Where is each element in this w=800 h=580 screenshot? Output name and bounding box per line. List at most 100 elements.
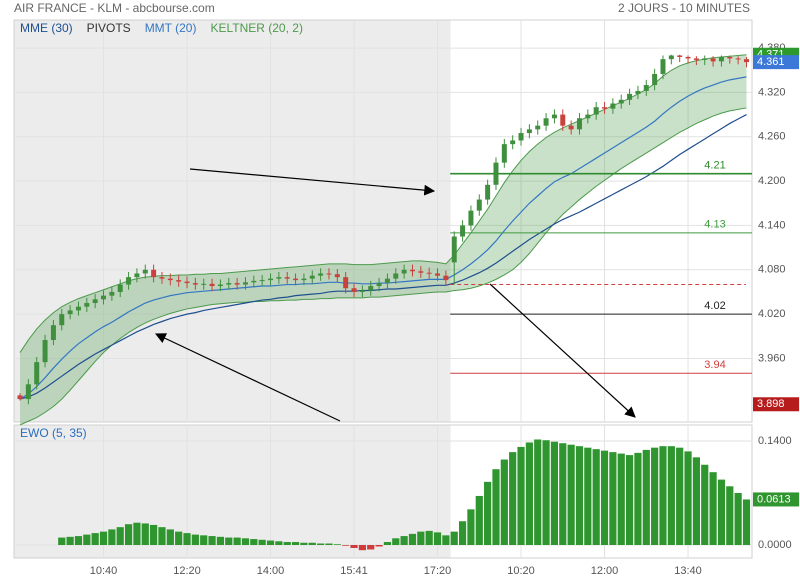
bar xyxy=(250,539,258,545)
bar xyxy=(458,521,467,545)
bar xyxy=(517,446,525,545)
candle-body xyxy=(593,107,599,115)
candle-body xyxy=(468,210,474,226)
candle-body xyxy=(142,269,148,274)
bar xyxy=(408,533,417,545)
bar xyxy=(216,536,225,545)
pivot-label: 3.94 xyxy=(704,359,725,371)
bar xyxy=(542,440,550,545)
candle-body xyxy=(251,280,257,283)
legend-entry: MME (30) xyxy=(20,21,73,35)
bar xyxy=(233,537,241,545)
bar xyxy=(166,529,174,545)
pivot-label: 4.02 xyxy=(704,300,725,312)
x-tick-label: 13:40 xyxy=(674,565,702,577)
candle-body xyxy=(451,236,457,263)
candle-body xyxy=(84,303,90,307)
bar xyxy=(701,464,709,545)
candle-body xyxy=(176,280,182,282)
bar xyxy=(258,539,266,545)
bar xyxy=(291,542,300,545)
plot-area: 10:40 12:20 14:00 15:41 17:20 10:20 12:00 13:40… xyxy=(13,19,799,577)
candle-body xyxy=(109,291,115,296)
candle-body xyxy=(393,273,399,279)
y-tick-label: 3.960 xyxy=(758,352,786,364)
candle-body xyxy=(284,277,290,279)
bar xyxy=(592,449,600,545)
bar xyxy=(392,538,400,545)
candle-body xyxy=(117,284,123,292)
keltner-band xyxy=(20,54,747,425)
bar xyxy=(726,486,734,545)
legend-entry: PIVOTS xyxy=(87,21,131,35)
y-tick-label: 4.200 xyxy=(758,175,786,187)
bar xyxy=(425,530,433,545)
bar xyxy=(358,544,366,551)
bar xyxy=(58,537,66,545)
bar xyxy=(525,442,533,545)
candle-body xyxy=(543,118,549,126)
candle-body xyxy=(710,58,716,62)
panel-title: EWO (5, 35) xyxy=(20,426,87,440)
keltner-lower xyxy=(19,107,747,426)
bar xyxy=(83,534,91,545)
bar xyxy=(442,535,450,545)
bar xyxy=(66,536,74,545)
candle-body xyxy=(209,283,215,287)
candle-body xyxy=(268,278,274,281)
bar xyxy=(241,538,250,545)
candle-body xyxy=(493,162,499,185)
bar xyxy=(283,542,291,545)
candle-body xyxy=(159,277,165,279)
keltner-upper xyxy=(19,54,747,353)
value-box-label: 0.0613 xyxy=(757,493,791,505)
candle-body xyxy=(510,140,516,145)
candle-body xyxy=(334,274,340,278)
candle-body xyxy=(59,314,65,326)
bar xyxy=(651,447,659,545)
candle-body xyxy=(192,283,198,285)
x-tick-label: 12:00 xyxy=(591,565,619,577)
y-tick-label: 4.320 xyxy=(758,86,786,98)
candle-body xyxy=(727,56,733,59)
candle-body xyxy=(293,278,299,281)
candle-body xyxy=(226,283,232,285)
candle-body xyxy=(259,280,265,282)
price-box-label: 3.898 xyxy=(757,398,785,410)
bar xyxy=(225,537,233,545)
bar xyxy=(609,452,617,545)
bar xyxy=(500,459,508,545)
bar xyxy=(709,472,717,545)
candle-body xyxy=(75,306,81,311)
bar xyxy=(484,481,492,545)
candle-body xyxy=(535,125,541,130)
bar xyxy=(133,522,141,545)
candle-body xyxy=(101,295,107,300)
bar xyxy=(567,444,575,545)
bar xyxy=(492,469,500,545)
pivot-label: 4.21 xyxy=(704,160,725,172)
candle-body xyxy=(685,56,691,59)
candle-body xyxy=(17,395,23,400)
bar xyxy=(99,531,108,545)
chart-subtitle: 2 JOURS - 10 MINUTES xyxy=(618,1,750,15)
candle-body xyxy=(702,58,708,60)
candle-body xyxy=(134,273,140,278)
candle-body xyxy=(568,125,574,130)
bar xyxy=(124,524,133,545)
bar xyxy=(183,533,191,545)
candle-body xyxy=(92,299,98,304)
candle-body xyxy=(551,114,557,119)
x-tick-label: 10:40 xyxy=(90,565,118,577)
candle-body xyxy=(318,273,324,276)
candle-body xyxy=(409,269,415,272)
value-box xyxy=(753,492,799,507)
candle-body xyxy=(602,107,608,109)
x-tick-label: 15:41 xyxy=(340,565,368,577)
candle-body xyxy=(376,283,382,287)
moving-average xyxy=(19,114,747,400)
candle-body xyxy=(435,273,441,276)
price-box xyxy=(753,55,799,70)
bar xyxy=(684,451,692,545)
